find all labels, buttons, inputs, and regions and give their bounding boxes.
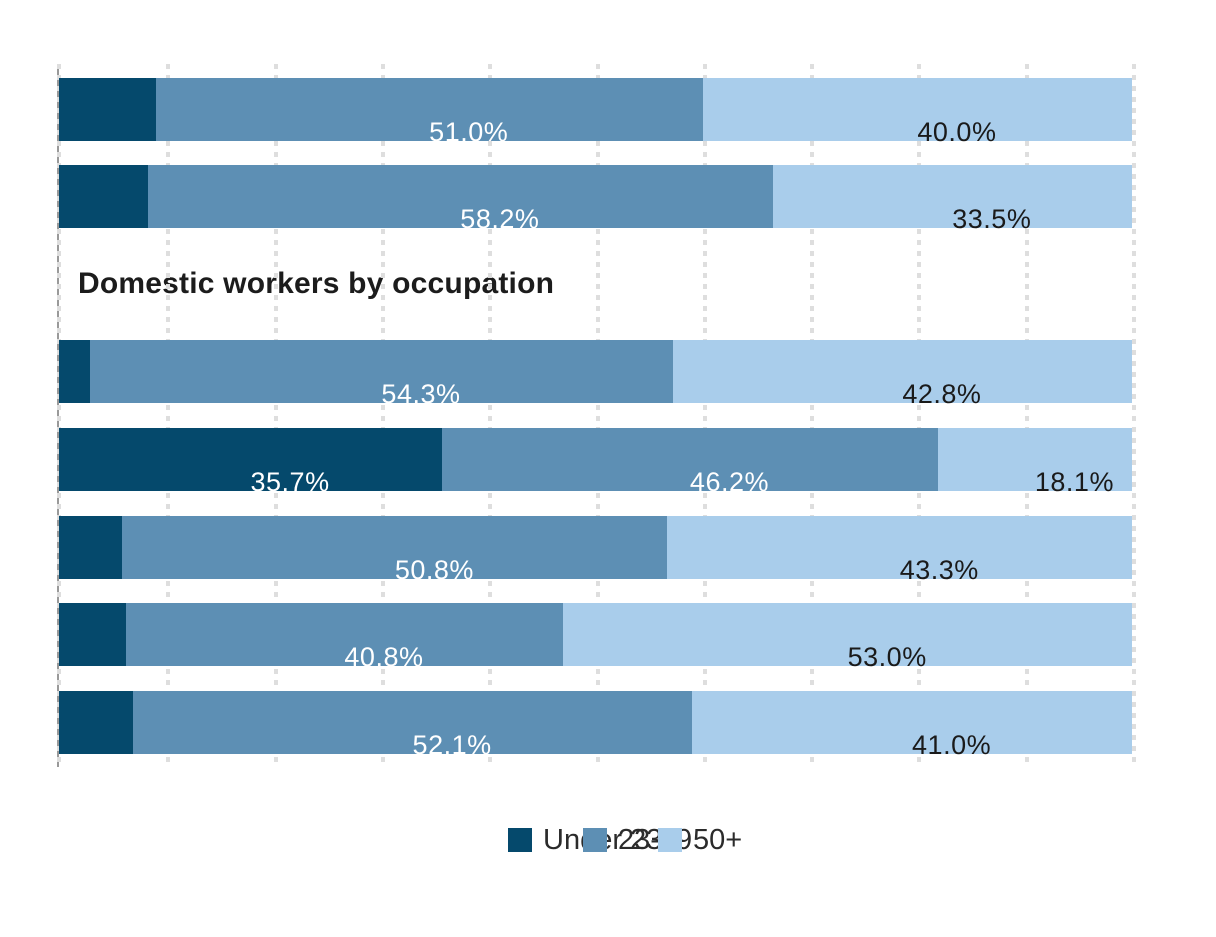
bar-segment (59, 165, 149, 229)
bar-segment (59, 690, 134, 754)
gridline (703, 64, 707, 767)
segment-value-label: 54.3% (381, 379, 461, 410)
bar-row: 58.2% 33.5% (59, 165, 1132, 233)
bar-row: 52.1% 41.0% (59, 690, 1132, 758)
segment-value-label: 42.8% (902, 379, 982, 410)
chart-title: Domestic workers by occupation (78, 266, 555, 300)
gridline (488, 64, 492, 767)
bar-segment (125, 603, 564, 667)
chart-title-row: Domestic workers by occupation (59, 252, 1132, 315)
segment-value-label: 41.0% (912, 729, 992, 760)
bar-segment (772, 165, 1132, 229)
segment-value-label: 51.0% (429, 116, 509, 147)
bar-segment (563, 603, 1132, 667)
bar-segment (59, 427, 443, 491)
segment-value-label: 43.3% (899, 554, 979, 585)
segment-value-label: 18.1% (1034, 466, 1114, 497)
bar-row: 54.3% 42.8% (59, 340, 1132, 408)
bar-segment (122, 515, 668, 579)
bar-segment (667, 515, 1132, 579)
segment-value-label: 40.0% (917, 116, 997, 147)
gridline (274, 64, 278, 767)
gridline (57, 64, 61, 767)
bar-segment (59, 340, 91, 404)
bar-segment (59, 603, 126, 667)
plot-area: Domestic workers by occupation 51.0% 40.0… (57, 64, 1136, 767)
segment-value-label: 52.1% (412, 729, 492, 760)
gridline (166, 64, 170, 767)
segment-value-label: 58.2% (460, 204, 540, 235)
legend-label[interactable]: 50+ (693, 824, 743, 856)
segment-value-label: 50.8% (394, 554, 474, 585)
bar-row: 35.7% 46.2% 18.1% (59, 427, 1132, 495)
bar-segment (59, 515, 123, 579)
gridline (1025, 64, 1029, 767)
legend-swatch[interactable] (508, 828, 532, 852)
gridline (596, 64, 600, 767)
bar-segment (692, 690, 1132, 754)
segment-value-label: 35.7% (250, 466, 330, 497)
bar-segment (90, 340, 673, 404)
bar-segment (59, 77, 156, 141)
bar-segment (937, 427, 1132, 491)
bar-segment (148, 165, 773, 229)
bar-row: 51.0% 40.0% (59, 77, 1132, 145)
bar-segment (133, 690, 693, 754)
gridline (381, 64, 385, 767)
bar-segment (442, 427, 938, 491)
segment-value-label: 46.2% (689, 466, 769, 497)
gridline (1132, 64, 1136, 767)
bar-segment (702, 77, 1132, 141)
legend-swatch[interactable] (658, 828, 682, 852)
bar-segment (155, 77, 703, 141)
gridline (917, 64, 921, 767)
bar-row: 50.8% 43.3% (59, 515, 1132, 583)
gridline (810, 64, 814, 767)
segment-value-label: 33.5% (952, 204, 1032, 235)
legend-swatch[interactable] (583, 828, 607, 852)
segment-value-label: 53.0% (847, 642, 927, 673)
bar-row: 40.8% 53.0% (59, 603, 1132, 671)
segment-value-label: 40.8% (344, 642, 424, 673)
bar-segment (672, 340, 1132, 404)
